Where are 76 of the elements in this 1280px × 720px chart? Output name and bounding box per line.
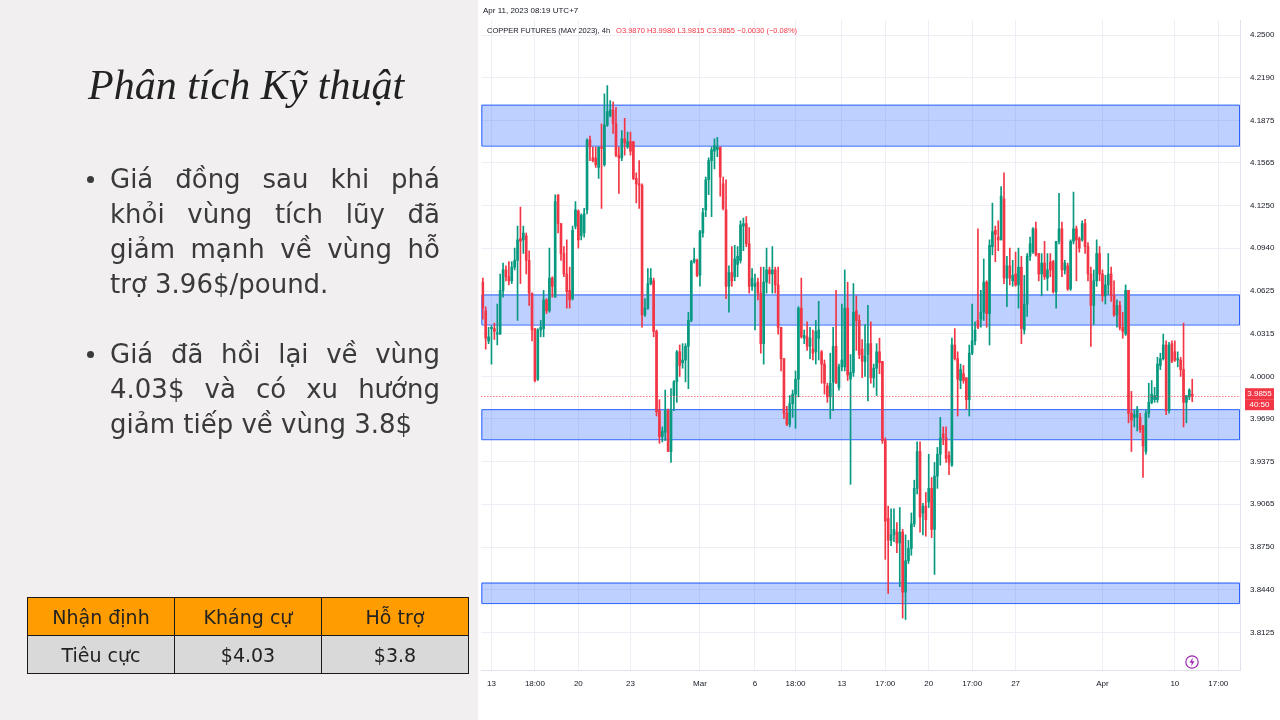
x-tick-label: 20 <box>573 679 584 688</box>
candlestick <box>597 146 600 179</box>
candlestick <box>875 343 878 396</box>
candlestick <box>519 206 522 284</box>
candlestick <box>1188 388 1191 400</box>
y-tick-label: 4.0940 <box>1250 243 1276 253</box>
text: Tiêu cực <box>27 635 175 674</box>
text: Giá đã hồi lại về vùng 4.03$ và có xu hướng giảm tiếp về vùng 3.8$ <box>110 338 440 441</box>
y-tick-label: 3.8125 <box>1250 627 1276 637</box>
y-tick-label: 4.2190 <box>1250 72 1276 82</box>
x-tick-label: 18:00 <box>524 679 546 688</box>
x-tick-label: 20 <box>924 679 934 688</box>
candlestick <box>493 322 496 340</box>
text: $3.8 <box>321 635 469 674</box>
text: $4.03 <box>174 635 322 674</box>
candlestick <box>771 246 774 294</box>
candlestick <box>1156 356 1159 403</box>
y-tick-label: 4.2500 <box>1250 30 1276 40</box>
text: Kháng cự <box>174 597 322 636</box>
candlestick <box>1043 240 1046 280</box>
x-tick-label: 10 <box>1170 679 1180 688</box>
text: 40:50 <box>1249 400 1271 410</box>
candlestick <box>817 300 821 361</box>
candlestick <box>768 266 771 284</box>
y-tick-label: 4.1565 <box>1250 157 1276 167</box>
y-tick-label: 3.9375 <box>1250 456 1276 466</box>
candlestick <box>846 281 849 381</box>
text: Apr 11, 2023 08:19 UTC+7 <box>483 6 579 15</box>
candlestick <box>901 529 904 619</box>
x-tick-label: 13 <box>487 679 497 688</box>
candlestick <box>1075 225 1078 282</box>
candlestick <box>930 477 933 538</box>
candlestick <box>904 534 907 620</box>
x-tick-label: Apr <box>1096 679 1110 688</box>
text: Nhận định <box>27 597 175 636</box>
x-tick-label: 23 <box>626 679 636 688</box>
y-tick-label: 4.0315 <box>1250 328 1276 338</box>
y-tick-label: 4.1875 <box>1250 115 1276 125</box>
y-tick-label: 3.9690 <box>1250 413 1276 423</box>
candlestick <box>1020 255 1023 344</box>
candlestick <box>1046 253 1049 291</box>
x-tick-label: 6 <box>752 679 758 688</box>
candlestick <box>1017 247 1020 309</box>
candlestick <box>985 280 988 328</box>
x-tick-label: 17:00 <box>1208 679 1229 688</box>
candlestick <box>490 325 493 365</box>
y-tick-label: 4.0000 <box>1250 371 1276 381</box>
x-tick-label: 27 <box>1011 679 1021 688</box>
y-tick-label: 4.1250 <box>1250 200 1276 210</box>
candlestick <box>716 137 719 157</box>
x-tick-label: Mar <box>693 679 708 688</box>
candlestick <box>799 277 803 339</box>
candlestick <box>516 225 519 321</box>
text: Giá đồng sau khi phá khỏi vùng tích lũy đã giảm mạnh về vùng hỗ trợ 3.96$/pound. <box>110 163 440 301</box>
y-tick-label: 4.0625 <box>1250 286 1276 296</box>
candlestick <box>577 209 580 249</box>
candlestick <box>548 247 551 313</box>
x-tick-label: 13 <box>837 679 847 688</box>
y-tick-label: 3.9065 <box>1250 499 1276 509</box>
candlestick <box>1124 284 1127 336</box>
x-tick-label: 17:00 <box>962 679 983 688</box>
candlestick <box>542 290 545 338</box>
candlestick <box>522 225 525 254</box>
candlestick <box>600 123 603 209</box>
ref-line-label: 3.9855 <box>1247 389 1273 399</box>
y-tick-label: 3.8440 <box>1250 584 1276 594</box>
x-tick-label: 18:00 <box>785 679 807 688</box>
text: Hỗ trợ <box>321 597 469 636</box>
text: Phân tích Kỹ thuật <box>88 61 405 110</box>
y-tick-label: 3.8750 <box>1250 542 1276 552</box>
candlestick <box>545 298 548 314</box>
candlestick <box>959 363 962 390</box>
candlestick <box>1014 251 1017 287</box>
candlestick <box>626 131 629 149</box>
candlestick <box>1040 253 1043 297</box>
x-tick-label: 17:00 <box>875 679 896 688</box>
